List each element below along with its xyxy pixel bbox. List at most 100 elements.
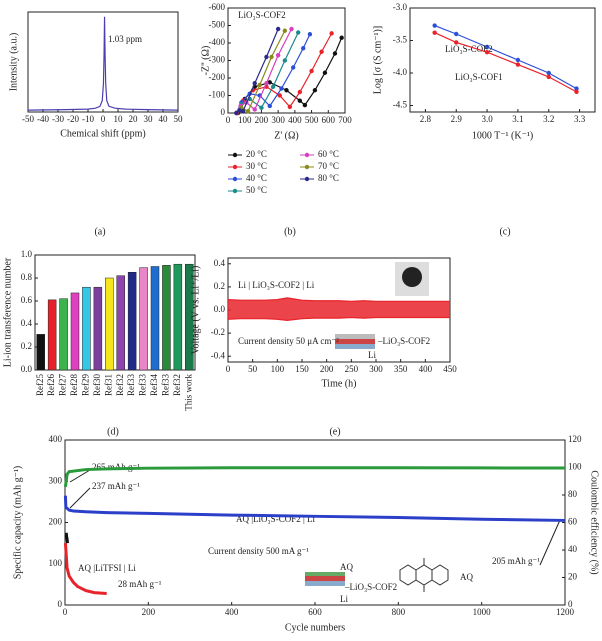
x-tick-label: 200 <box>255 115 269 125</box>
marker <box>309 68 314 74</box>
marker <box>332 51 338 56</box>
marker <box>284 88 289 93</box>
y-tick-label: 0.4 <box>21 318 33 328</box>
x-tick-label: Ref31 <box>103 374 113 396</box>
annotation: Li | LiO₃S-COF2 | Li <box>238 280 315 290</box>
annotation: Current density 500 mA g⁻¹ <box>208 546 309 556</box>
series-label: LiO₃S-COF2 <box>445 44 493 54</box>
x-tick-label: 300 <box>271 115 285 125</box>
x-tick-label: 150 <box>295 364 309 374</box>
series-line <box>63 495 566 522</box>
x-tick-label: 3.1 <box>512 114 523 124</box>
marker <box>339 35 344 40</box>
marker <box>329 31 334 36</box>
bar <box>93 286 103 371</box>
y-tick-label: 0 <box>58 599 63 609</box>
legend-marker <box>304 176 310 182</box>
marker <box>546 74 551 80</box>
bar <box>70 292 80 371</box>
marker <box>267 103 272 109</box>
marker <box>312 88 318 93</box>
y2-tick-label: 100 <box>568 462 582 472</box>
x-tick-label: 40 <box>159 114 169 124</box>
x-tick-label: -10 <box>82 114 94 124</box>
x-tick-label: 0 <box>63 607 68 617</box>
annotation: Li <box>340 594 348 604</box>
x-tick-label: Ref33 <box>126 374 136 396</box>
y-tick-label: 0.2 <box>214 281 225 291</box>
x-tick-label: 1200 <box>556 607 575 617</box>
x-tick-label: 0 <box>226 364 231 374</box>
marker <box>432 30 437 35</box>
annotation: AQ |LiTFSI | Li <box>78 563 136 573</box>
x-tick-label: This work <box>183 374 193 411</box>
series-line <box>63 543 107 595</box>
bar <box>105 277 114 371</box>
x-tick-label: 2.8 <box>420 114 432 124</box>
bar <box>116 275 125 371</box>
x-tick-label: 450 <box>443 364 457 374</box>
y-tick-label: 300 <box>49 475 63 485</box>
band-fill <box>228 297 450 321</box>
annotation: Li <box>368 350 376 360</box>
marker <box>319 49 324 54</box>
x-tick-label: 0 <box>101 114 106 124</box>
marker <box>252 81 257 86</box>
y2-tick-label: 80 <box>568 489 578 499</box>
y-tick-label: 0 <box>221 107 226 117</box>
legend-marker <box>232 188 238 194</box>
y-tick-label: 0.8 <box>21 272 33 282</box>
x-tick-label: 250 <box>345 364 359 374</box>
legend-marker <box>232 176 238 182</box>
annotation: AQ |LiO₃S-COF2 | Li <box>236 514 315 524</box>
panel-label: (c) <box>499 226 510 237</box>
y-tick-label: -3.0 <box>393 2 408 12</box>
marker <box>267 80 272 85</box>
cell-layer <box>305 576 345 581</box>
legend-marker <box>232 164 238 170</box>
chart-title: LiO₃S-COF2 <box>238 10 286 20</box>
y-tick-label: 1.0 <box>21 249 33 259</box>
icons <box>69 262 561 592</box>
marker <box>515 62 521 67</box>
x-tick-label: Ref25 <box>35 374 45 396</box>
y2-axis-label: Coulombic efficiency (%) <box>589 470 600 574</box>
x-tick-label: Ref33 <box>138 374 148 396</box>
legend-label: 70 °C <box>318 161 339 171</box>
marker <box>269 54 274 60</box>
panel-label: (a) <box>94 226 105 237</box>
x-tick-label: 600 <box>322 115 336 125</box>
marker <box>279 86 284 91</box>
y-tick-label: -0.4 <box>211 350 226 360</box>
marker <box>275 26 281 32</box>
annotation: 265 mAh g⁻¹ <box>92 462 140 472</box>
series-line <box>227 297 450 302</box>
x-tick-label: 400 <box>225 607 239 617</box>
x-tick-label: -20 <box>67 114 79 124</box>
x-tick-label: 200 <box>142 607 156 617</box>
legend-label: 80 °C <box>318 173 339 183</box>
marker <box>454 31 459 37</box>
y-axis-label: Intensity (a.u.) <box>8 33 19 92</box>
x-tick-label: 3.0 <box>481 114 493 124</box>
x-tick-label: Ref30 <box>92 374 102 396</box>
photo-sample <box>402 267 422 287</box>
marker <box>296 30 301 35</box>
marker <box>252 107 257 112</box>
marker <box>237 108 242 113</box>
marker <box>259 105 264 110</box>
marker <box>264 81 269 86</box>
cell-layer <box>335 334 375 339</box>
marker <box>290 65 296 70</box>
y-tick-label: 0.4 <box>214 258 226 268</box>
x-tick-label: 0 <box>226 115 231 125</box>
marker <box>287 104 293 110</box>
marker <box>322 70 328 75</box>
arrow <box>69 487 91 509</box>
y-tick-label: 0.2 <box>21 341 32 351</box>
x-tick-label: 100 <box>238 115 252 125</box>
marker <box>277 93 283 98</box>
arrow <box>539 519 561 566</box>
marker <box>302 102 308 108</box>
